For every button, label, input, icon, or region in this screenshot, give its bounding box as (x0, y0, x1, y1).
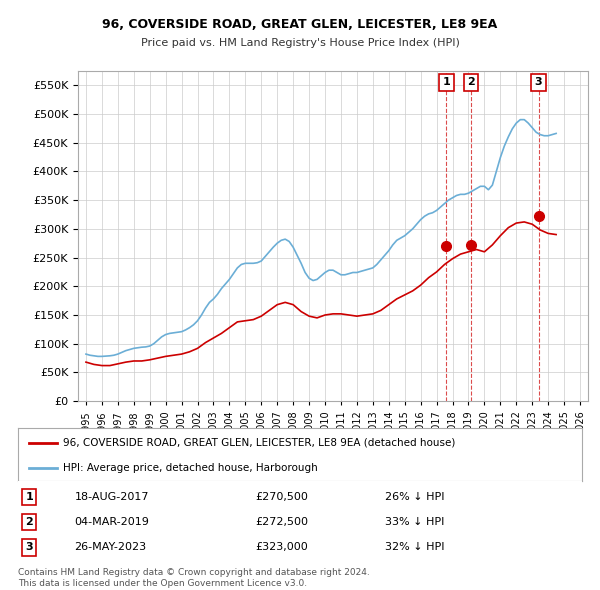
Text: 32% ↓ HPI: 32% ↓ HPI (385, 542, 444, 552)
Text: Price paid vs. HM Land Registry's House Price Index (HPI): Price paid vs. HM Land Registry's House … (140, 38, 460, 48)
Text: 1: 1 (25, 492, 33, 502)
Text: HPI: Average price, detached house, Harborough: HPI: Average price, detached house, Harb… (63, 463, 318, 473)
Text: Contains HM Land Registry data © Crown copyright and database right 2024.: Contains HM Land Registry data © Crown c… (18, 568, 370, 576)
Text: 04-MAR-2019: 04-MAR-2019 (74, 517, 149, 527)
Text: 26-MAY-2023: 26-MAY-2023 (74, 542, 146, 552)
Text: 2: 2 (25, 517, 33, 527)
Text: 3: 3 (25, 542, 33, 552)
Text: £270,500: £270,500 (255, 492, 308, 502)
Text: 18-AUG-2017: 18-AUG-2017 (74, 492, 149, 502)
Text: This data is licensed under the Open Government Licence v3.0.: This data is licensed under the Open Gov… (18, 579, 307, 588)
Text: 3: 3 (535, 77, 542, 87)
Text: 1: 1 (443, 77, 451, 87)
Text: £323,000: £323,000 (255, 542, 308, 552)
Text: 33% ↓ HPI: 33% ↓ HPI (385, 517, 444, 527)
Text: 96, COVERSIDE ROAD, GREAT GLEN, LEICESTER, LE8 9EA: 96, COVERSIDE ROAD, GREAT GLEN, LEICESTE… (103, 18, 497, 31)
Text: £272,500: £272,500 (255, 517, 308, 527)
Text: 2: 2 (467, 77, 475, 87)
Text: 96, COVERSIDE ROAD, GREAT GLEN, LEICESTER, LE8 9EA (detached house): 96, COVERSIDE ROAD, GREAT GLEN, LEICESTE… (63, 438, 455, 448)
Text: 26% ↓ HPI: 26% ↓ HPI (385, 492, 444, 502)
